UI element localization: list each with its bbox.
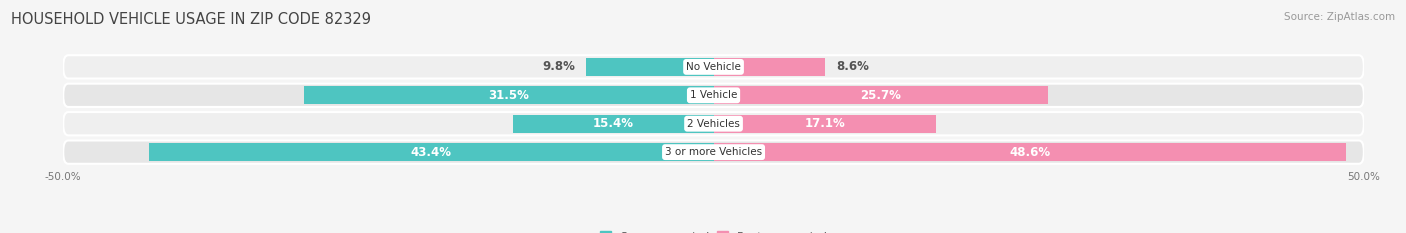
Bar (713, 86, 1047, 104)
Bar (713, 115, 936, 133)
Text: 3 or more Vehicles: 3 or more Vehicles (665, 147, 762, 157)
Text: 2 Vehicles: 2 Vehicles (688, 119, 740, 129)
Text: 48.6%: 48.6% (1010, 146, 1050, 159)
Text: 1 Vehicle: 1 Vehicle (690, 90, 737, 100)
FancyBboxPatch shape (63, 112, 1364, 135)
Bar (713, 143, 1346, 161)
Text: HOUSEHOLD VEHICLE USAGE IN ZIP CODE 82329: HOUSEHOLD VEHICLE USAGE IN ZIP CODE 8232… (11, 12, 371, 27)
Text: Source: ZipAtlas.com: Source: ZipAtlas.com (1284, 12, 1395, 22)
Bar (304, 86, 713, 104)
FancyBboxPatch shape (63, 84, 1364, 107)
Text: No Vehicle: No Vehicle (686, 62, 741, 72)
FancyBboxPatch shape (63, 140, 1364, 164)
Text: 15.4%: 15.4% (593, 117, 634, 130)
Text: 31.5%: 31.5% (488, 89, 529, 102)
Text: 8.6%: 8.6% (835, 60, 869, 73)
Bar (586, 58, 713, 76)
FancyBboxPatch shape (63, 55, 1364, 79)
Bar (149, 143, 713, 161)
Text: 25.7%: 25.7% (860, 89, 901, 102)
Text: 9.8%: 9.8% (543, 60, 575, 73)
Bar (713, 58, 825, 76)
Text: 17.1%: 17.1% (804, 117, 845, 130)
Legend: Owner-occupied, Renter-occupied: Owner-occupied, Renter-occupied (595, 227, 832, 233)
Text: 43.4%: 43.4% (411, 146, 451, 159)
Bar (513, 115, 713, 133)
